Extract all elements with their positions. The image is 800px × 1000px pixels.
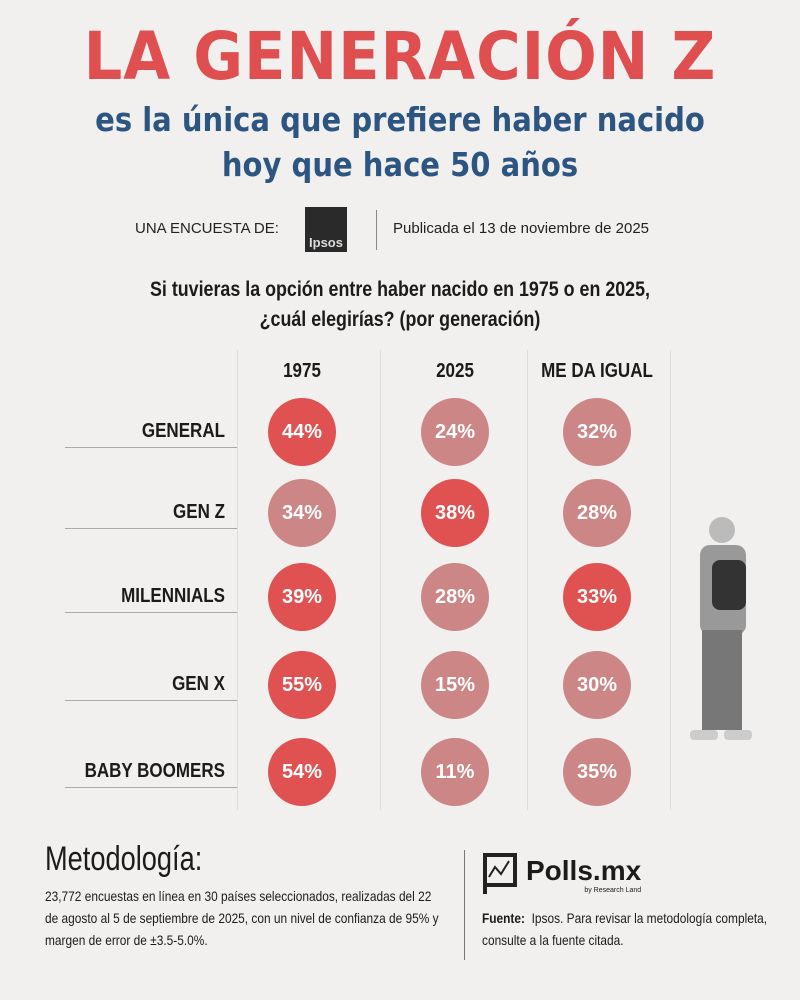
main-title: LA GENERACIÓN Z (83, 18, 717, 95)
survey-by-label: UNA ENCUESTA DE: (135, 220, 279, 237)
row-underline (65, 528, 237, 529)
value-circle: 34% (268, 479, 336, 547)
value-circle: 24% (421, 398, 489, 466)
source-label: Fuente: (482, 910, 525, 926)
column-header: 2025 (436, 360, 474, 382)
row-underline (65, 787, 237, 788)
value-circle: 39% (268, 563, 336, 631)
brand-name: Polls.mx (526, 854, 642, 886)
person-illustration (690, 517, 752, 740)
source-note: Fuente: Ipsos. Para revisar la metodolog… (482, 907, 771, 951)
value-circle: 54% (268, 738, 336, 806)
value-circle: 55% (268, 651, 336, 719)
question-line-1: Si tuvieras la opción entre haber nacido… (149, 278, 650, 301)
methodology-title: Metodología: (45, 840, 203, 878)
value-circle: 11% (421, 738, 489, 806)
column-header: 1975 (283, 360, 321, 382)
subtitle-line-2: hoy que hace 50 años (221, 145, 579, 184)
row-label: GEN X (172, 673, 225, 695)
value-circle: 38% (421, 479, 489, 547)
divider (376, 210, 377, 250)
question-line-2: ¿cuál elegirías? (por generación) (259, 308, 541, 331)
row-underline (65, 447, 237, 448)
ipsos-logo-text: Ipsos (309, 235, 343, 250)
row-underline (65, 700, 237, 701)
value-circle: 15% (421, 651, 489, 719)
row-label: MILENNIALS (121, 585, 225, 607)
brand-tagline: by Research Land (584, 886, 642, 894)
methodology-text: 23,772 encuestas en línea en 30 países s… (45, 888, 439, 948)
value-circle: 28% (421, 563, 489, 631)
row-label: BABY BOOMERS (84, 760, 226, 782)
value-circle: 30% (563, 651, 631, 719)
row-underline (65, 612, 237, 613)
row-label: GENERAL (141, 420, 225, 442)
published-date: Publicada el 13 de noviembre de 2025 (393, 220, 650, 237)
subtitle-line-1: es la única que prefiere haber nacido (95, 100, 705, 139)
footer-divider (464, 850, 465, 960)
column-divider (670, 350, 671, 810)
ipsos-logo: Ipsos (305, 207, 347, 252)
value-circle: 32% (563, 398, 631, 466)
column-divider (527, 350, 528, 810)
column-divider (380, 350, 381, 810)
row-label: GEN Z (173, 501, 225, 523)
source-text: Ipsos. Para revisar la metodología compl… (482, 910, 768, 948)
column-divider (237, 350, 238, 810)
column-header: ME DA IGUAL (541, 360, 653, 382)
chart-box-icon (483, 853, 517, 894)
polls-mx-logo: Polls.mx by Research Land (482, 852, 641, 896)
value-circle: 28% (563, 479, 631, 547)
value-circle: 44% (268, 398, 336, 466)
value-circle: 33% (563, 563, 631, 631)
value-circle: 35% (563, 738, 631, 806)
